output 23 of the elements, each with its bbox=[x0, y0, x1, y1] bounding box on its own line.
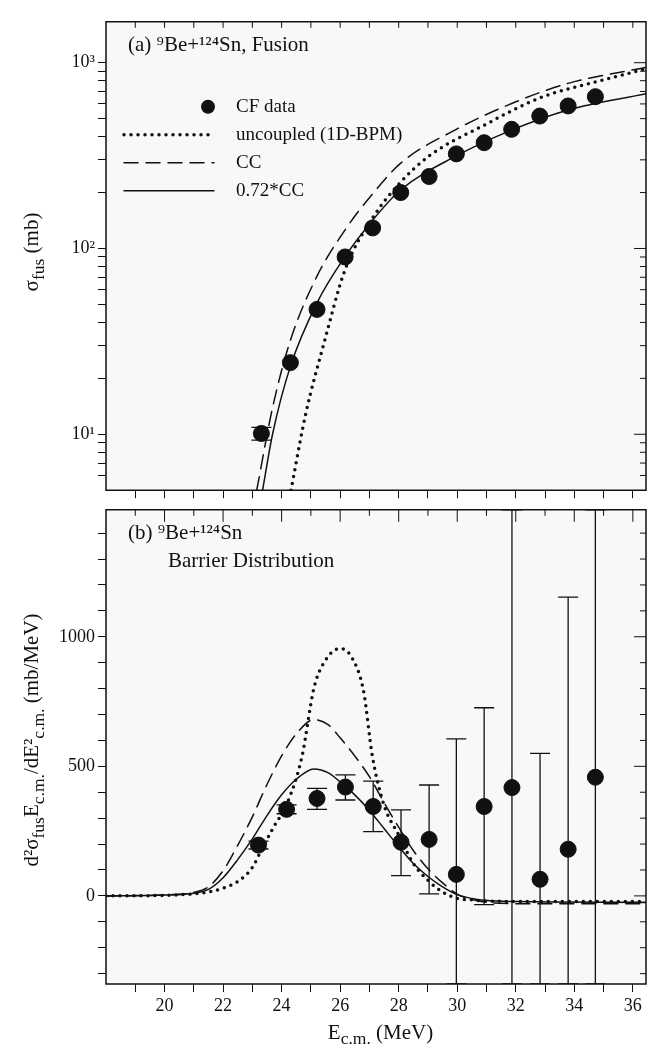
x-tick-label: 30 bbox=[448, 994, 467, 1015]
x-tick-label: 36 bbox=[623, 994, 642, 1015]
legend-label: CC bbox=[236, 150, 262, 172]
x-tick-label: 32 bbox=[506, 994, 525, 1015]
legend-label: 0.72*CC bbox=[236, 178, 305, 200]
x-tick-label: 24 bbox=[272, 994, 291, 1015]
annotation: Barrier Distribution bbox=[167, 547, 335, 574]
x-tick-label: 28 bbox=[389, 994, 408, 1015]
x-tick-label: 22 bbox=[214, 994, 233, 1015]
y-tick-label: 10² bbox=[71, 237, 95, 258]
y-tick-label: 1000 bbox=[59, 625, 95, 646]
annotation: (b) ⁹Be+¹²⁴Sn bbox=[128, 519, 244, 546]
y-tick-label: 10¹ bbox=[71, 423, 95, 444]
legend-label: uncoupled (1D-BPM) bbox=[236, 122, 403, 145]
legend-label: CF data bbox=[236, 94, 297, 116]
y-tick-label: 500 bbox=[68, 755, 95, 776]
x-tick-label: 26 bbox=[331, 994, 350, 1015]
annotation: (a) ⁹Be+¹²⁴Sn, Fusion bbox=[128, 31, 309, 58]
x-axis-title: E$_{c.m.}$ (MeV) bbox=[326, 1020, 435, 1050]
x-tick-label: 34 bbox=[565, 994, 584, 1015]
y-tick-label: 10³ bbox=[71, 51, 96, 72]
x-tick-label: 20 bbox=[155, 994, 174, 1015]
y-tick-label: 0 bbox=[86, 884, 95, 905]
